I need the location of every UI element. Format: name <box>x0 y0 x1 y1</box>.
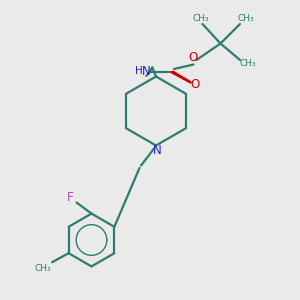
Text: N: N <box>153 143 162 157</box>
Text: CH₃: CH₃ <box>237 14 254 23</box>
Text: F: F <box>67 190 74 204</box>
Text: CH₃: CH₃ <box>34 264 51 273</box>
Text: N: N <box>142 65 151 78</box>
Text: CH₃: CH₃ <box>239 58 256 68</box>
Text: O: O <box>188 51 197 64</box>
Text: O: O <box>190 77 200 91</box>
Text: H: H <box>135 66 142 76</box>
Text: CH₃: CH₃ <box>193 14 209 23</box>
